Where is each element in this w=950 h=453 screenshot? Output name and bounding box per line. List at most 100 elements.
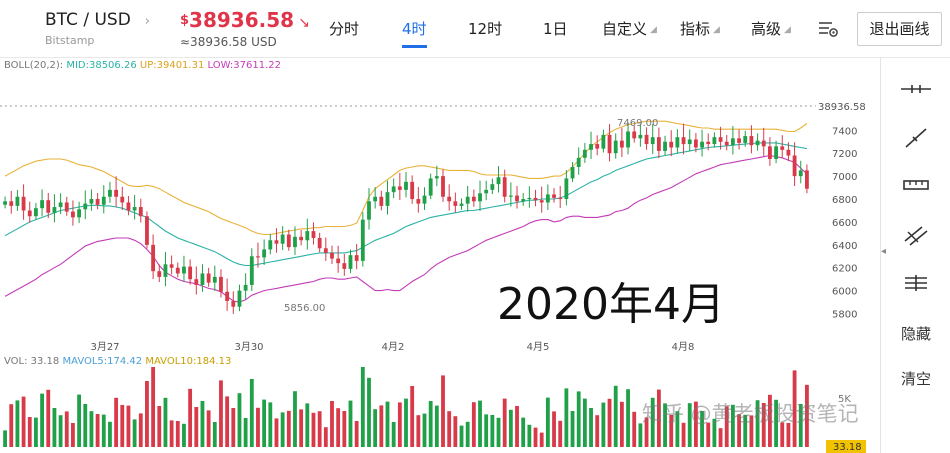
exit-drawing-button[interactable]: 退出画线 — [857, 12, 942, 46]
tab-4h[interactable]: 4时 — [402, 18, 427, 48]
candle-body — [182, 266, 186, 274]
candle-body — [626, 131, 630, 148]
volume-bar — [188, 388, 193, 447]
volume-bar — [299, 409, 304, 447]
candle-body — [619, 140, 624, 148]
volume-bar — [342, 411, 347, 447]
tab-12h[interactable]: 12时 — [468, 18, 502, 39]
volume-bar — [58, 415, 63, 447]
volume-bar — [249, 379, 254, 447]
volume-bar — [681, 422, 686, 447]
candle-body — [681, 137, 686, 145]
volume-bar — [397, 402, 402, 447]
candle-body — [607, 134, 612, 154]
candle-body — [126, 202, 131, 211]
trend-line-tool[interactable] — [881, 126, 950, 150]
measure-tool[interactable] — [881, 178, 950, 192]
candle-body — [675, 137, 680, 148]
high-price-marker: 7469.00 — [617, 118, 658, 129]
candle-body — [724, 141, 729, 146]
candle-body — [114, 189, 119, 197]
bollinger-bands — [4, 120, 808, 303]
tab-fenshi[interactable]: 分时 — [329, 18, 359, 39]
volume-bar — [231, 408, 236, 447]
volume-bar — [317, 411, 322, 447]
candle-body — [138, 207, 143, 217]
collapse-arrow-icon[interactable]: ◂ — [881, 246, 887, 257]
candle-body — [545, 194, 550, 203]
dropdown-triangle-icon: ◢ — [650, 25, 657, 35]
tab-label: 12时 — [468, 20, 503, 38]
candle-body — [101, 196, 106, 205]
candle-body — [299, 236, 304, 241]
candle-body — [706, 141, 711, 145]
volume-bar — [545, 397, 550, 447]
volume-bar — [40, 393, 45, 447]
volume-bar — [780, 422, 785, 447]
candle-body — [589, 144, 593, 150]
parallel-lines-icon — [904, 226, 928, 246]
volume-bar — [330, 401, 334, 447]
candle-body — [373, 196, 378, 202]
candle-body — [663, 141, 667, 151]
clear-drawings-button[interactable]: 清空 — [900, 370, 931, 388]
candle-body — [582, 149, 587, 158]
exchange-label: Bitstamp — [45, 34, 95, 47]
candle-body — [792, 155, 797, 177]
candle-body — [15, 196, 20, 206]
mavol5: MAVOL5:174.42 — [62, 356, 143, 367]
volume-bar — [219, 380, 223, 447]
volume-bar — [737, 414, 741, 447]
settings-icon[interactable] — [818, 20, 840, 42]
candle-body — [558, 197, 563, 200]
candle-body — [323, 248, 328, 253]
volume-bar — [508, 409, 513, 447]
boll-low: LOW:37611.22 — [207, 60, 281, 71]
price-axis: 7400 7200 7000 6800 6600 6400 6200 6000 5800 — [832, 126, 857, 320]
candle-body — [262, 249, 267, 258]
volume-bar — [34, 417, 38, 447]
tab-indicators[interactable]: 指标 ◢ — [680, 18, 720, 39]
candle-body — [490, 184, 495, 190]
candle-body — [786, 149, 791, 156]
volume-bar — [410, 386, 415, 447]
volume-bar — [798, 404, 803, 447]
tab-advanced[interactable]: 高级 ◢ — [751, 18, 791, 39]
volume-bar — [434, 405, 439, 447]
candle-body — [385, 192, 390, 206]
candle-body — [95, 199, 100, 205]
candle-body — [737, 138, 741, 143]
volume-bar — [286, 410, 291, 447]
tab-custom[interactable]: 自定义 ◢ — [602, 18, 657, 39]
volume-bar — [453, 416, 458, 447]
price-converted: ≈38936.58 USD — [180, 35, 277, 49]
candle-body — [570, 166, 575, 179]
tab-1d[interactable]: 1日 — [543, 18, 568, 39]
candle-body — [453, 201, 458, 206]
mavol10: MAVOL10:184.13 — [145, 356, 232, 367]
volume-bar — [441, 375, 445, 447]
last-price-value: 38936.58 — [189, 8, 295, 32]
trend-line-icon — [905, 128, 927, 148]
chevron-right-icon: › — [144, 14, 150, 29]
volume-bar — [108, 421, 112, 447]
candle-body — [465, 196, 470, 204]
volume-bar — [200, 401, 205, 447]
symbol-selector[interactable]: BTC / USD › — [45, 10, 150, 30]
volume-bar — [767, 394, 772, 447]
volume-bar — [9, 404, 14, 447]
candle-body — [613, 140, 618, 154]
volume-bar — [83, 404, 88, 447]
volume-bar — [656, 389, 661, 447]
volume-bar — [465, 421, 470, 447]
candle-body — [348, 255, 353, 269]
volume-bar — [552, 411, 556, 447]
candle-body — [687, 139, 692, 145]
parallel-channel-tool[interactable] — [881, 224, 950, 248]
candle-body — [508, 195, 513, 197]
fibonacci-tool[interactable] — [881, 274, 950, 292]
hide-drawings-button[interactable]: 隐藏 — [900, 325, 931, 343]
horizontal-line-tool[interactable] — [881, 82, 950, 96]
measure-ruler-icon — [903, 180, 929, 190]
